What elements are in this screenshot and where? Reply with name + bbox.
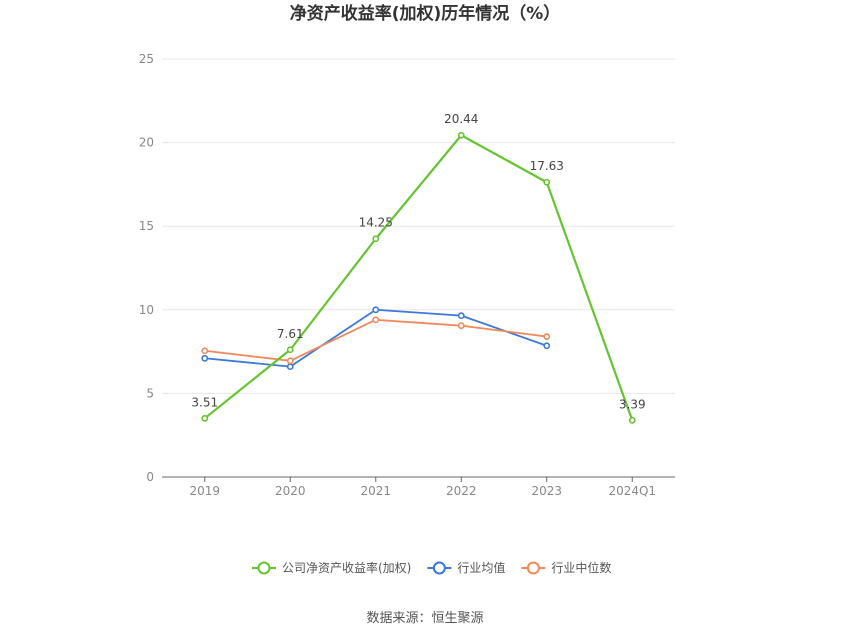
grid [162, 58, 675, 394]
x-tick-label: 2024Q1 [608, 484, 656, 498]
legend-item-0[interactable]: 公司净资产收益率(加权) [252, 560, 411, 575]
y-tick-label: 0 [146, 470, 154, 484]
data-label: 17.63 [530, 159, 564, 173]
data-point[interactable] [457, 131, 465, 139]
legend-label: 行业均值 [457, 560, 505, 575]
data-point[interactable] [201, 414, 209, 422]
data-point[interactable] [201, 347, 209, 355]
x-tick-label: 2021 [360, 484, 391, 498]
data-point[interactable] [543, 342, 551, 350]
series-1 [201, 306, 551, 371]
y-tick-label: 25 [139, 52, 154, 66]
y-tick-label: 20 [139, 136, 154, 150]
legend-marker [526, 561, 540, 575]
y-tick-label: 5 [146, 386, 154, 400]
data-label: 14.25 [359, 216, 393, 230]
series-line [204, 318, 547, 362]
series-2 [201, 316, 551, 365]
data-point[interactable] [457, 312, 465, 320]
data-point[interactable] [286, 363, 294, 371]
data-labels: 3.51 7.61 14.25 20.44 17.63 3.39 [191, 112, 645, 411]
data-point[interactable] [372, 306, 380, 314]
legend-label: 行业中位数 [551, 560, 611, 575]
legend-marker [257, 561, 271, 575]
series-line [204, 134, 634, 421]
x-tick-label: 2023 [531, 484, 562, 498]
legend-item-1[interactable]: 行业均值 [427, 560, 505, 575]
y-tick-label: 10 [139, 303, 154, 317]
x-tick-label: 2022 [446, 484, 477, 498]
data-point[interactable] [543, 333, 551, 340]
x-axis: 2019 2020 2021 2022 2023 2024Q1 [162, 476, 675, 498]
y-tick-label: 15 [139, 219, 154, 233]
data-point[interactable] [286, 357, 294, 365]
legend-item-2[interactable]: 行业中位数 [521, 560, 611, 575]
data-point[interactable] [457, 322, 465, 330]
data-point[interactable] [372, 316, 380, 324]
data-point[interactable] [372, 235, 380, 243]
data-point[interactable] [543, 178, 551, 186]
legend-label: 公司净资产收益率(加权) [282, 560, 411, 575]
data-label: 3.51 [191, 395, 218, 409]
legend-marker [432, 561, 446, 575]
data-label: 20.44 [444, 112, 478, 126]
chart-title: 净资产收益率(加权)历年情况（%） [290, 3, 561, 24]
data-point[interactable] [628, 416, 636, 424]
x-tick-label: 2019 [189, 484, 220, 498]
y-axis: 0 5 10 15 20 25 [139, 52, 154, 484]
data-label: 3.39 [619, 397, 646, 411]
legend[interactable]: 公司净资产收益率(加权) 行业均值 行业中位数 [252, 560, 611, 575]
x-tick-label: 2020 [275, 484, 306, 498]
data-point[interactable] [201, 354, 209, 362]
series-layer [201, 131, 636, 424]
data-label: 7.61 [277, 327, 304, 341]
source-note: 数据来源：恒生聚源 [366, 611, 483, 626]
data-point[interactable] [286, 346, 294, 354]
series-0 [201, 131, 636, 424]
